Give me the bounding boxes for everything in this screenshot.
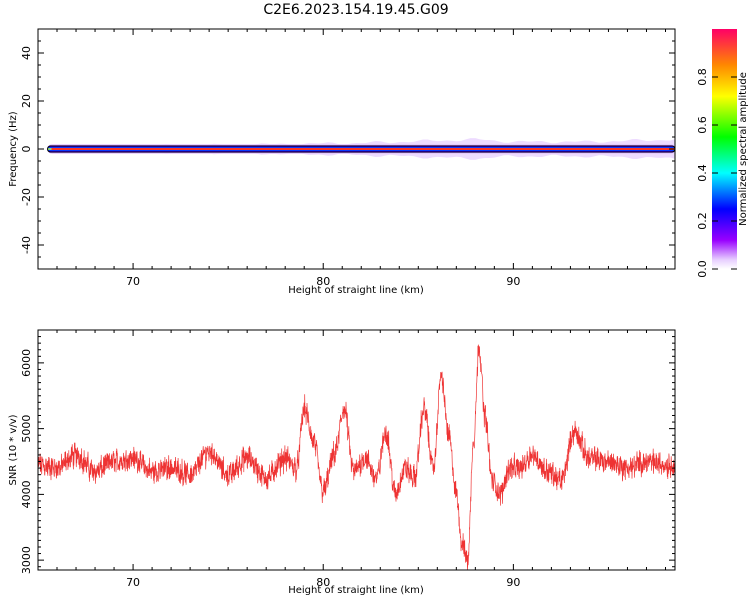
colorbar-gradient [712, 29, 737, 269]
snr-ytick-label: 6000 [20, 349, 33, 377]
spectrogram-ytick-label: -40 [20, 236, 33, 254]
colorbar-tick-label: 0.4 [696, 164, 709, 182]
snr-ylabel: SNR (10 * v/v) [8, 414, 19, 485]
snr-series-line [38, 344, 675, 570]
colorbar-tick-label: 0.0 [696, 260, 709, 278]
snr-ytick-label: 3000 [20, 546, 33, 574]
colorbar-tick-label: 0.8 [696, 68, 709, 86]
spectrogram-ticks: 70 80 90 40 20 0 -20 -40 [20, 28, 675, 288]
spectrogram-xtick-label: 90 [506, 275, 520, 288]
spectrogram-ridge-outline [47, 145, 675, 153]
spectrogram-ytick-label: 0 [20, 146, 33, 153]
snr-frame [37, 329, 676, 571]
snr-xtick-label: 80 [316, 576, 330, 589]
spectrogram-xtick-label: 80 [316, 275, 330, 288]
snr-xtick-label: 70 [126, 576, 140, 589]
snr-ytick-label: 4000 [20, 480, 33, 508]
spectrogram-panel: 70 80 90 40 20 0 -20 -40 Height of straight lin… [8, 28, 676, 296]
snr-panel: 70 80 90 3000 4000 5000 6000 Height of straigh… [8, 329, 676, 596]
chart-title: C2E6.2023.154.19.45.G09 [263, 2, 448, 18]
spectrogram-ytick-label: -20 [20, 188, 33, 206]
spectrogram-ytick-label: 40 [20, 46, 33, 60]
colorbar-tick-label: 0.6 [696, 116, 709, 134]
colorbar-label: Normalized spectral amplitude [738, 72, 749, 226]
snr-ytick-label: 5000 [20, 415, 33, 443]
colorbar: 0.0 0.2 0.4 0.6 0.8 Normalized spectral ampl… [696, 29, 749, 278]
snr-xtick-label: 90 [506, 576, 520, 589]
snr-ticks: 70 80 90 3000 4000 5000 6000 [20, 329, 675, 589]
colorbar-tick-label: 0.2 [696, 212, 709, 230]
colorbar-ticks: 0.0 0.2 0.4 0.6 0.8 [696, 68, 737, 278]
snr-xlabel: Height of straight line (km) [288, 585, 424, 596]
spectrogram-xlabel: Height of straight line (km) [288, 285, 424, 296]
spectrogram-xtick-label: 70 [126, 275, 140, 288]
spectrogram-ylabel: Frequency (Hz) [8, 111, 19, 187]
spectrogram-band [47, 138, 675, 160]
spectrogram-ytick-label: 20 [20, 94, 33, 108]
